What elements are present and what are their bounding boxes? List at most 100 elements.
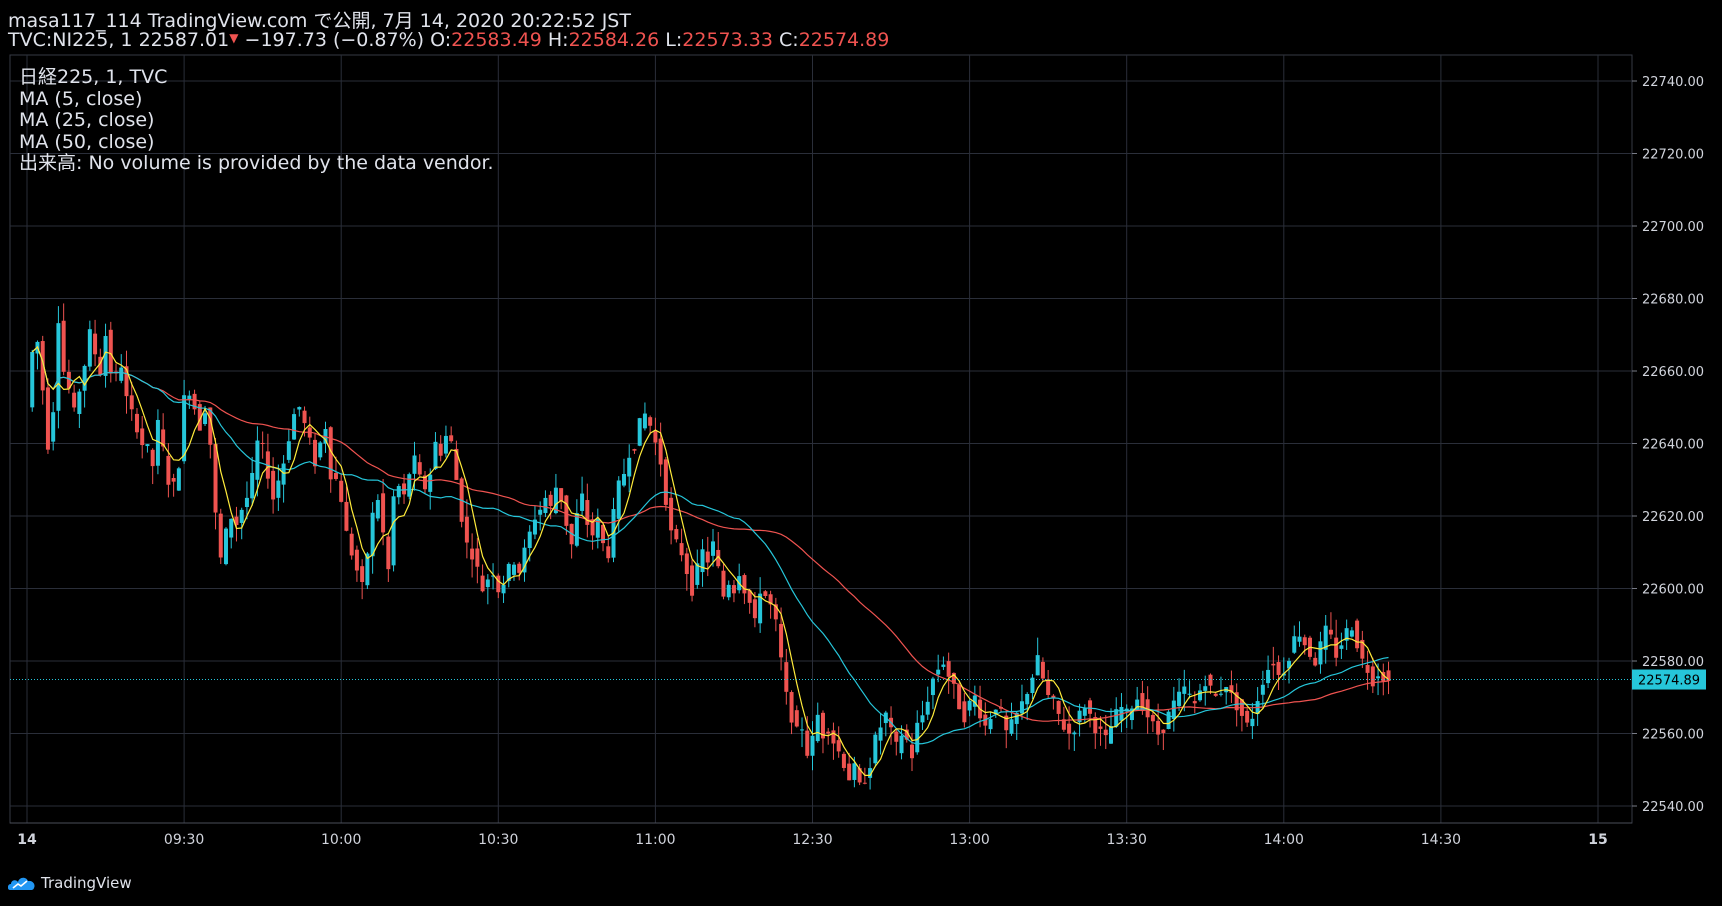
candle-body: [1344, 628, 1349, 641]
close-label: C:: [779, 29, 799, 51]
candle-body: [1213, 693, 1218, 696]
y-tick-label: 22700.00: [1642, 220, 1704, 235]
candle-body: [1150, 714, 1155, 722]
candle-body: [187, 395, 192, 401]
candle-body: [161, 429, 166, 447]
candle-body: [909, 744, 914, 759]
candle-body: [1360, 639, 1365, 659]
candle-body: [218, 513, 223, 558]
candle-body: [1302, 637, 1307, 646]
candle-body: [475, 548, 480, 567]
tradingview-logo[interactable]: TradingView: [8, 873, 132, 893]
candle-body: [873, 734, 878, 764]
candle-body: [1260, 684, 1265, 695]
candle-body: [574, 513, 579, 546]
candle-body: [396, 486, 401, 498]
candle-body: [1292, 636, 1297, 653]
candle-body: [993, 709, 998, 715]
candle-body: [1381, 672, 1386, 682]
candle-body: [538, 509, 543, 515]
legend-ma5[interactable]: MA (5, close): [19, 87, 143, 110]
candle-body: [234, 516, 239, 526]
candle-body: [98, 356, 103, 376]
candle-body: [470, 548, 475, 560]
candle-body: [752, 599, 757, 619]
candle-body: [1040, 661, 1045, 679]
candle-body: [77, 391, 82, 414]
candle-body: [1166, 711, 1171, 730]
candle-body: [1386, 670, 1391, 682]
candle-body: [402, 483, 407, 495]
high-label: H:: [547, 29, 569, 51]
legend-symbol[interactable]: 日経225, 1, TVC: [19, 66, 168, 88]
candle-body: [1182, 686, 1187, 694]
x-tick-label: 10:00: [321, 832, 361, 848]
ma50-line: [31, 345, 1389, 722]
candle-body: [250, 472, 255, 499]
low-label: L:: [665, 29, 683, 51]
candle-body: [370, 512, 375, 557]
candle-body: [176, 468, 181, 491]
y-tick-label: 22600.00: [1642, 583, 1704, 598]
candle-body: [763, 591, 768, 596]
candle-body: [1082, 708, 1087, 716]
candle-body: [449, 435, 454, 442]
candle-body: [800, 729, 805, 731]
candle-body: [972, 695, 977, 707]
candle-body: [45, 387, 50, 450]
candle-body: [271, 470, 276, 500]
candle-body: [365, 553, 370, 586]
candle-body: [847, 763, 852, 781]
candle-body: [679, 543, 684, 556]
ma25-line: [31, 345, 1389, 745]
candle-body: [417, 462, 422, 475]
price-change: −197.73 (−0.87%): [244, 29, 425, 51]
candle-body: [1067, 723, 1072, 734]
candle-body: [155, 419, 160, 466]
candle-body: [1229, 685, 1234, 693]
candle-body: [805, 730, 810, 756]
candle-body: [281, 463, 286, 485]
candle-body: [422, 475, 427, 490]
cloud-logo-icon: [8, 877, 35, 890]
legend-ma25[interactable]: MA (25, close): [19, 109, 155, 131]
candle-body: [129, 395, 134, 410]
candle-body: [831, 730, 836, 744]
candle-body: [260, 443, 265, 445]
candle-body: [512, 564, 517, 575]
candle-body: [354, 549, 359, 571]
candle-body: [464, 516, 469, 543]
candle-body: [1339, 645, 1344, 649]
candle-body: [564, 495, 569, 526]
candle-body: [1203, 686, 1208, 691]
candle-body: [1014, 712, 1019, 724]
ma5-line: [31, 345, 1389, 776]
candle-body: [454, 448, 459, 480]
y-tick-label: 22540.00: [1642, 800, 1704, 815]
last-price-label: 22574.89: [1638, 674, 1700, 689]
down-arrow-icon: ▼: [229, 31, 239, 45]
candle-body: [255, 440, 260, 480]
candle-body: [428, 474, 433, 492]
candle-body: [1135, 699, 1140, 710]
candle-body: [1355, 620, 1360, 649]
candle-body: [501, 584, 506, 594]
candle-body: [1046, 679, 1051, 695]
candle-body: [213, 444, 218, 513]
y-tick-label: 22740.00: [1642, 75, 1704, 90]
legend-volume[interactable]: 出来高: No volume is provided by the data v…: [19, 152, 494, 174]
low-value: 22573.33: [682, 29, 773, 51]
legend-ma50[interactable]: MA (50, close): [19, 130, 155, 153]
candle-body: [1276, 662, 1281, 675]
candle-body: [229, 518, 234, 538]
candle-body: [491, 575, 496, 577]
candle-body: [721, 570, 726, 597]
x-tick-label: 12:30: [792, 832, 832, 848]
candle-body: [349, 533, 354, 556]
candle-body: [318, 442, 323, 458]
candle-body: [506, 563, 511, 581]
candle-body: [810, 735, 815, 756]
candle-body: [40, 341, 45, 391]
candle-body: [789, 692, 794, 723]
